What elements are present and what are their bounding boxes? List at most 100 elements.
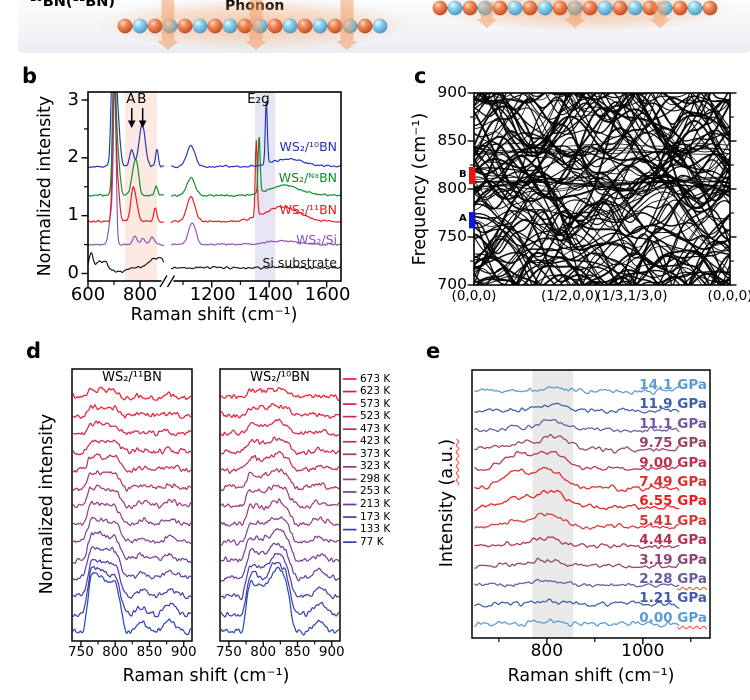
panel-c-letter: c <box>414 64 427 88</box>
phonon-band-curve <box>474 152 730 155</box>
e-pressure-value: 9.00 <box>639 454 678 471</box>
plot-frame <box>219 368 341 642</box>
b-annotation-B: B <box>137 91 147 107</box>
phonon-band-curve <box>474 93 730 125</box>
panel-e-letter: e <box>426 339 441 363</box>
b-series-label: WS₂/ᴺᵃBN <box>278 170 337 185</box>
temperature-curve <box>220 403 340 419</box>
plot-frame <box>87 91 342 282</box>
e-pressure-label: 9.00 GPa <box>639 454 707 472</box>
b-y-tick: 2 <box>67 146 79 168</box>
e-pressure-label: 3.19 GPa <box>639 551 707 569</box>
d-x-tick: 800 <box>102 644 129 660</box>
phonon-band-curve <box>474 168 730 221</box>
e-pressure-unit: GPa <box>677 493 707 510</box>
phonon-band-curve <box>474 143 730 147</box>
e-x-tick: 800 <box>530 641 564 661</box>
d-legend-label: 473 K <box>360 422 391 435</box>
phonon-band-curve <box>474 93 730 154</box>
mode-marker <box>469 166 476 185</box>
e-pressure-label: 6.55 GPa <box>639 494 707 510</box>
highlight-band <box>255 92 276 281</box>
highlight-band <box>532 370 574 638</box>
phonon-band-curve <box>474 180 730 186</box>
plot-frame <box>71 368 193 642</box>
annotation-arrowhead-icon <box>138 120 147 128</box>
phonon-band-curve <box>474 228 730 285</box>
phonon-band-curve <box>474 173 730 220</box>
d-x-tick: 750 <box>68 644 94 660</box>
d-subpanel-title: WS₂/¹⁰BN <box>250 370 310 385</box>
temperature-curve <box>72 439 192 456</box>
e-pressure-value: 6.55 <box>639 493 678 510</box>
e-x-tick: 1000 <box>621 641 665 661</box>
phonon-band-curve <box>474 107 730 195</box>
phonon-band-curve <box>474 200 730 255</box>
e-pressure-value: 11.1 <box>639 415 678 432</box>
phonon-band-curve <box>474 184 730 191</box>
panel-c-yaxis-label: Frequency (cm⁻¹) <box>409 112 430 266</box>
temperature-curve <box>72 571 192 636</box>
e-pressure-label: 2.28 GPa <box>639 571 707 588</box>
phonon-band-curve <box>474 148 730 153</box>
e-pressure-unit: GPa <box>677 377 707 393</box>
e-pressure-unit: GPa <box>677 454 707 471</box>
phonon-band-curve <box>474 218 730 285</box>
annotation-arrowhead-icon <box>127 120 136 128</box>
temperature-curve <box>220 498 340 527</box>
phonon-band-curve <box>474 93 730 171</box>
b-y-tick: 1 <box>67 204 79 226</box>
c-y-tick: 700 <box>437 275 467 293</box>
panel-d-yaxis-label: Normalized intensity <box>36 413 57 595</box>
b-annotation-A: A <box>126 91 136 107</box>
e-pressure-value: 5.41 <box>639 512 678 529</box>
e-pressure-value: 3.19 <box>639 551 678 568</box>
panel-e-yaxis-label-text: Intensity <box>436 485 457 568</box>
panel-e-xaxis-label: Raman shift (cm⁻¹) <box>507 666 675 686</box>
temperature-curve <box>220 418 340 437</box>
phonon-band-curve <box>474 129 730 172</box>
b-series-label: WS₂/Si <box>296 232 337 247</box>
c-marker-A: A <box>459 213 467 225</box>
plot-frame <box>473 92 731 286</box>
e-pressure-unit: GPa <box>677 474 707 490</box>
b-y-tick: 0 <box>67 262 79 283</box>
b-x-tick: 1600 <box>304 284 351 305</box>
phonon-band-curve <box>474 93 730 148</box>
panel-a-background: ¹⁰BN(¹¹BN) Phonon <box>18 0 750 53</box>
temperature-curve <box>72 500 192 527</box>
phonon-band-curve <box>474 185 730 192</box>
e-pressure-label: 5.41 GPa <box>639 512 707 530</box>
e-pressure-unit: GPa <box>677 532 707 549</box>
c-k-label: (1/2,0,0) <box>540 288 600 304</box>
temperature-curve <box>72 386 192 401</box>
phonon-band-curve <box>474 132 730 192</box>
c-y-tick: 900 <box>437 83 467 101</box>
phonon-band-curve <box>474 192 730 235</box>
phonon-band-curve <box>474 191 730 264</box>
e-pressure-value: 7.49 <box>639 474 678 490</box>
d-legend-label: 133 K <box>360 523 391 536</box>
phonon-band-curve <box>474 238 730 285</box>
d-legend-label: 173 K <box>360 510 391 523</box>
panel-d-letter: d <box>26 339 42 363</box>
phonon-band-curve <box>474 93 730 129</box>
e-pressure-unit: GPa <box>677 609 707 626</box>
phonon-band-curve <box>474 200 730 274</box>
e-pressure-unit: GPa <box>677 415 707 432</box>
e-pressure-value: 2.28 <box>639 571 678 587</box>
phonon-band-curve <box>474 93 730 188</box>
phonon-band-curve <box>474 213 730 259</box>
e-pressure-value: 9.75 <box>639 435 678 452</box>
temperature-curve <box>72 546 192 581</box>
b-series-label: Si substrate <box>262 255 337 270</box>
phonon-band-curve <box>474 166 730 204</box>
phonon-band-curve <box>474 224 730 285</box>
c-marker-B: B <box>459 168 467 180</box>
phonon-band-curve <box>474 147 730 175</box>
phonon-band-curve <box>474 184 730 282</box>
phonon-band-curve <box>474 156 730 223</box>
phonon-band-curve <box>474 93 730 185</box>
d-legend-label: 673 K <box>360 372 391 385</box>
phonon-band-curve <box>474 95 730 201</box>
